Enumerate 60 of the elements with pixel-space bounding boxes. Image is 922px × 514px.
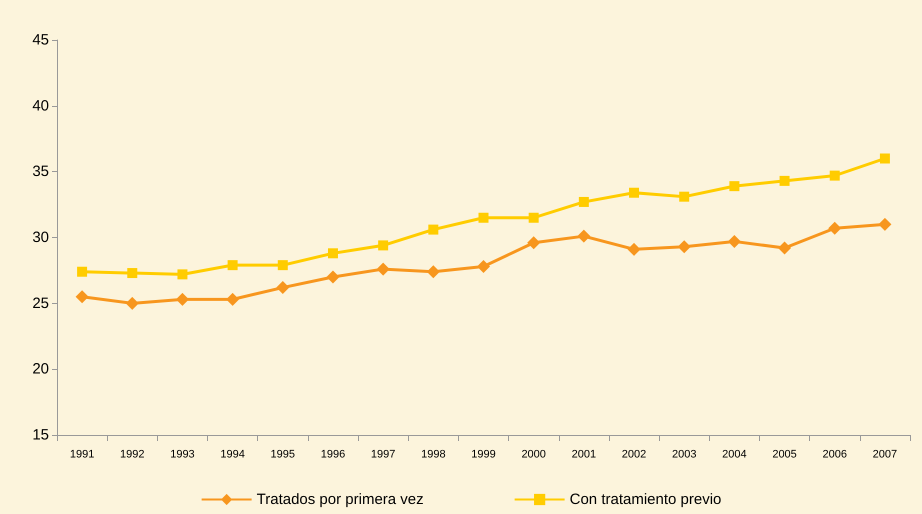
point — [126, 296, 139, 310]
point — [426, 265, 440, 278]
point — [880, 154, 890, 164]
point — [378, 240, 388, 250]
x-tick-label: 2006 — [822, 448, 847, 460]
x-tick-label: 2000 — [521, 448, 546, 460]
point — [729, 181, 740, 192]
y-tick-label: 30 — [32, 229, 49, 246]
point — [326, 270, 340, 284]
point — [628, 242, 641, 256]
point — [578, 196, 589, 207]
x-tick-label: 2002 — [622, 448, 646, 460]
x-tick-label: 1994 — [220, 448, 245, 460]
point — [629, 188, 640, 198]
x-tick-label: 2005 — [772, 448, 797, 460]
x-tick-label: 1999 — [471, 448, 496, 460]
point — [177, 269, 188, 280]
x-tick-label: 2004 — [722, 448, 747, 460]
point — [328, 248, 338, 258]
y-tick-label: 20 — [32, 360, 49, 378]
legend-label: Tratados por primera vez — [256, 491, 424, 508]
point — [477, 260, 490, 273]
point — [527, 236, 540, 250]
point — [228, 260, 238, 270]
x-tick-label: 1997 — [370, 448, 396, 460]
y-tick-label: 45 — [32, 32, 49, 48]
point — [376, 262, 390, 276]
point — [127, 268, 138, 278]
point — [778, 242, 792, 255]
point — [728, 234, 741, 248]
point — [226, 292, 240, 306]
point — [878, 218, 892, 231]
x-tick-label: 1992 — [120, 448, 145, 460]
point — [828, 222, 842, 235]
point — [478, 212, 488, 223]
point — [428, 224, 438, 235]
legend-label: Con tratamiento previo — [570, 491, 722, 508]
x-tick-label: 1995 — [270, 448, 296, 460]
point — [278, 260, 288, 270]
x-tick-label: 1991 — [70, 448, 94, 460]
point — [678, 240, 691, 254]
point — [577, 230, 590, 243]
point — [276, 281, 290, 294]
y-tick-label: 35 — [32, 163, 49, 180]
x-tick-label: 2003 — [672, 448, 696, 460]
x-tick-label: 1998 — [421, 448, 446, 460]
point — [76, 290, 89, 304]
y-tick-label: 15 — [32, 426, 49, 444]
y-tick-label: 40 — [32, 97, 49, 114]
x-tick-label: 1996 — [320, 448, 346, 460]
point — [528, 212, 539, 223]
point — [780, 176, 790, 186]
point — [77, 266, 88, 277]
x-tick-label: 2001 — [572, 448, 596, 460]
point — [679, 192, 690, 202]
x-tick-label: 2007 — [872, 448, 898, 460]
point — [830, 170, 840, 181]
point — [176, 292, 189, 306]
x-tick-label: 1993 — [170, 448, 195, 460]
y-tick-label: 25 — [32, 294, 49, 312]
